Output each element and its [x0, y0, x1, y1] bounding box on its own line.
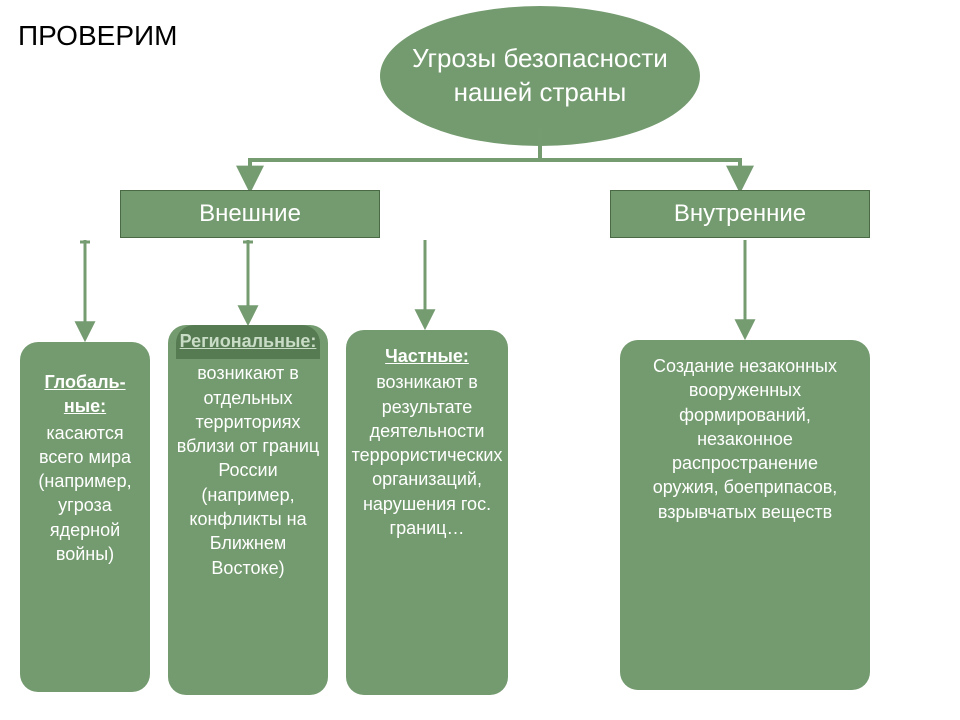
category-external-label: Внешние	[199, 200, 301, 228]
leaf-global-title: Глобаль-ные:	[28, 370, 142, 419]
leaf-regional: Региональные: возникают в отдельных терр…	[168, 325, 328, 695]
category-internal: Внутренние	[610, 190, 870, 238]
root-label: Угрозы безопасности нашей страны	[410, 42, 670, 110]
leaf-private-body: возникают в результате деятельности терр…	[352, 370, 503, 540]
leaf-regional-title: Региональные:	[176, 325, 320, 359]
leaf-private-title: Частные:	[385, 344, 469, 368]
root-node: Угрозы безопасности нашей страны	[380, 6, 700, 146]
category-internal-label: Внутренние	[674, 200, 806, 228]
leaf-internal: Создание незаконных вооруженных формиров…	[620, 340, 870, 690]
leaf-global: Глобаль-ные: касаются всего мира (наприм…	[20, 342, 150, 692]
leaf-global-body: касаются всего мира (например, угроза яд…	[28, 421, 142, 567]
corner-label: ПРОВЕРИМ	[18, 20, 177, 52]
leaf-internal-body: Создание незаконных вооруженных формиров…	[628, 354, 862, 524]
leaf-private: Частные: возникают в результате деятельн…	[346, 330, 508, 695]
category-external: Внешние	[120, 190, 380, 238]
leaf-regional-body: возникают в отдельных территориях вблизи…	[176, 361, 320, 580]
